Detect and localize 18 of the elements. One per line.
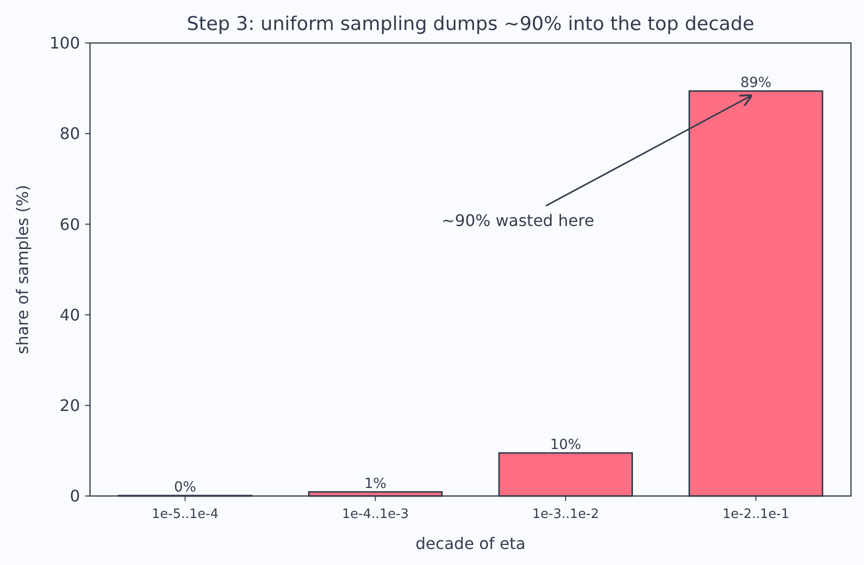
data-label: 89% — [740, 75, 772, 92]
data-label: 10% — [550, 436, 582, 453]
y-tick-label: 100 — [49, 34, 80, 53]
y-tick-label: 20 — [60, 396, 80, 415]
y-tick-label: 40 — [60, 305, 80, 324]
annotation: ~90% wasted here — [442, 210, 594, 230]
x-tick-label: 1e-4..1e-3 — [342, 507, 409, 522]
data-label: 0% — [174, 480, 196, 496]
x-tick-label: 1e-3..1e-2 — [532, 507, 599, 522]
data-label: 1% — [364, 476, 386, 492]
y-tick-label: 0 — [70, 486, 80, 506]
y-tick-label: 60 — [60, 214, 80, 234]
chart-title: Step 3: uniform sampling dumps ~90% into the top decade — [186, 13, 754, 35]
y-tick-label: 80 — [60, 124, 80, 144]
y-axis-title: share of samples (%) — [13, 184, 32, 354]
x-tick-label: 1e-2..1e-1 — [722, 507, 790, 522]
x-axis-title: decade of eta — [415, 534, 526, 553]
x-tick-label: 1e-5..1e-4 — [152, 507, 218, 522]
